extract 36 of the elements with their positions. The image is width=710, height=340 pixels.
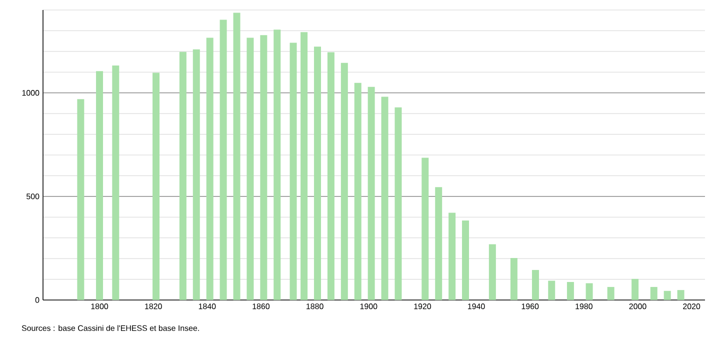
bar	[664, 290, 671, 300]
bar	[435, 187, 442, 300]
bar	[233, 12, 240, 300]
bar	[632, 278, 639, 300]
bar	[96, 71, 104, 300]
bar	[354, 82, 362, 300]
bar	[112, 66, 120, 300]
bar	[314, 46, 321, 300]
bar	[300, 32, 308, 300]
bar	[274, 30, 281, 300]
bar	[77, 99, 84, 300]
bar	[179, 52, 186, 300]
bar	[532, 270, 539, 300]
bar	[260, 35, 268, 300]
bar	[448, 212, 456, 300]
bar	[368, 86, 375, 300]
bar	[566, 282, 574, 300]
bar	[246, 38, 254, 300]
bar	[422, 158, 429, 300]
bar	[650, 286, 658, 300]
bar	[607, 286, 614, 300]
bar	[290, 42, 297, 300]
bar	[548, 280, 556, 300]
bar	[586, 283, 593, 300]
bar	[394, 107, 402, 300]
bar	[677, 290, 684, 300]
bar	[510, 258, 518, 300]
bar	[340, 62, 348, 300]
bar	[381, 96, 388, 300]
bar	[462, 220, 470, 300]
bar	[192, 49, 200, 300]
bar	[220, 20, 227, 300]
bar	[327, 52, 334, 300]
bar	[152, 72, 160, 300]
bar	[206, 38, 214, 300]
bar	[488, 244, 496, 300]
